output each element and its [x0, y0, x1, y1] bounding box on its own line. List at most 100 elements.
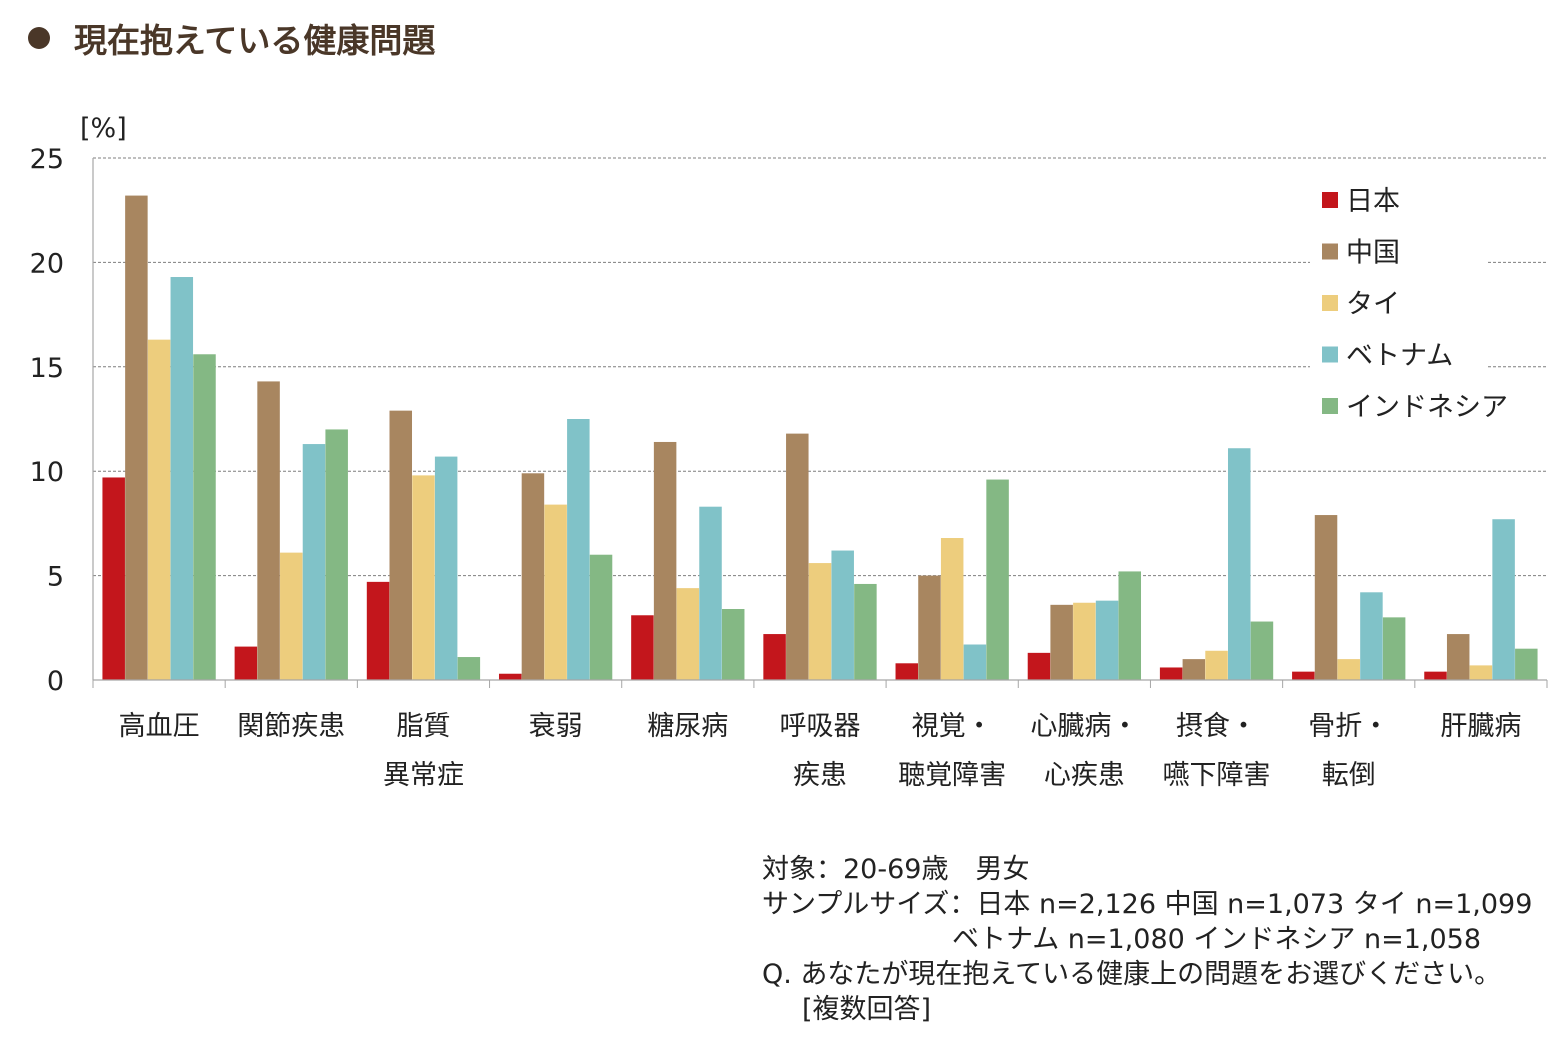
- x-tick-label: 衰弱: [529, 711, 583, 742]
- x-tick-label: 高血圧: [119, 711, 200, 742]
- bar: [763, 634, 786, 680]
- x-tick-label: 糖尿病: [647, 711, 728, 742]
- x-tick-label: 脂質: [396, 711, 450, 742]
- note-target: 対象：20-69歳 男女: [762, 854, 1030, 885]
- bar: [986, 479, 1009, 680]
- bar: [1118, 571, 1142, 680]
- x-tick-label: 疾患: [793, 760, 847, 791]
- survey-notes: 対象：20-69歳 男女 サンプルサイズ：日本 n=2,126 中国 n=1,0…: [762, 852, 1532, 1027]
- bar: [434, 456, 458, 680]
- bar: [895, 663, 919, 680]
- bar: [1095, 600, 1119, 680]
- bar: [567, 419, 590, 680]
- bar: [699, 506, 722, 680]
- x-tick-label: 聴覚障害: [898, 760, 1006, 791]
- legend-label: インドネシア: [1346, 392, 1508, 423]
- bar: [325, 429, 348, 680]
- legend-swatch: [1322, 243, 1338, 260]
- bar: [412, 475, 435, 680]
- note-sample-line1: サンプルサイズ：日本 n=2,126 中国 n=1,073 タイ n=1,099: [762, 889, 1533, 920]
- bar: [302, 444, 326, 680]
- bar: [102, 477, 125, 680]
- bar: [1205, 650, 1228, 680]
- x-tick-label: 肝臓病: [1440, 711, 1521, 742]
- bar: [389, 410, 413, 680]
- bar: [1027, 652, 1051, 680]
- bar: [854, 583, 877, 680]
- x-tick-label: 視覚・: [912, 711, 993, 742]
- bar: [1469, 665, 1493, 680]
- x-tick-label: 呼吸器: [780, 711, 861, 742]
- bar: [1446, 634, 1470, 680]
- x-tick-label: 心臓病・: [1030, 711, 1138, 742]
- bar: [918, 575, 941, 680]
- bar: [1492, 519, 1515, 680]
- y-axis-ticks: 0 5 10 15 20 25: [30, 144, 64, 697]
- x-tick-label: 関節疾患: [237, 711, 345, 742]
- bar: [1314, 515, 1338, 680]
- y-tick-label: 15: [30, 353, 64, 384]
- bar: [1250, 621, 1274, 680]
- bars: [102, 195, 1538, 681]
- bar: [721, 609, 745, 680]
- bar: [457, 657, 481, 680]
- bar: [963, 644, 987, 680]
- bar: [653, 441, 677, 680]
- bar: [498, 673, 522, 680]
- bar: [940, 538, 964, 680]
- legend-label: タイ: [1346, 289, 1400, 320]
- bar: [786, 433, 809, 680]
- legend-swatch: [1322, 398, 1338, 414]
- note-question-note: [複数回答]: [802, 994, 932, 1025]
- bar: [521, 473, 545, 680]
- bar: [1073, 602, 1096, 680]
- bar: [1515, 648, 1538, 680]
- bar: [1424, 671, 1447, 680]
- legend-swatch: [1322, 295, 1338, 311]
- bar: [831, 550, 854, 680]
- y-tick-label: 5: [47, 562, 64, 593]
- x-tick-label: 骨折・: [1308, 711, 1389, 742]
- x-tick-label: 摂食・: [1176, 711, 1257, 742]
- bar: [125, 195, 148, 681]
- chart-title-block: 現在抱えている健康問題: [28, 14, 435, 62]
- bar: [631, 615, 654, 680]
- axes: [92, 158, 1548, 688]
- bar: [147, 339, 171, 680]
- bar: [1382, 617, 1406, 680]
- title-bullet-icon: [28, 27, 50, 49]
- legend-swatch: [1322, 192, 1338, 208]
- bar: [676, 588, 700, 680]
- bar: [366, 581, 390, 680]
- y-tick-label: 20: [30, 248, 64, 279]
- bar: [544, 504, 567, 680]
- x-tick-label: 嚥下障害: [1163, 760, 1271, 791]
- legend-label: 日本: [1346, 186, 1400, 217]
- y-tick-label: 25: [30, 144, 64, 175]
- y-axis-label: [%]: [80, 113, 127, 144]
- bar: [1292, 671, 1315, 680]
- chart-title: 現在抱えている健康問題: [74, 21, 436, 60]
- bar: [1227, 448, 1251, 680]
- bar: [170, 277, 194, 680]
- bar: [1360, 592, 1383, 680]
- bar: [280, 552, 303, 680]
- legend-label: 中国: [1346, 238, 1400, 269]
- bar: [808, 563, 832, 680]
- bar: [1050, 604, 1073, 680]
- legend-swatch: [1322, 346, 1338, 363]
- bar: [234, 646, 258, 680]
- y-tick-label: 10: [30, 457, 64, 488]
- bar: [1182, 659, 1206, 680]
- bar: [193, 354, 216, 680]
- bar: [1337, 659, 1360, 680]
- x-tick-label: 転倒: [1322, 760, 1376, 791]
- note-sample-line2: ベトナム n=1,080 インドネシア n=1,058: [952, 924, 1481, 955]
- note-question: Q. あなたが現在抱えている健康上の問題をお選びください。: [762, 959, 1502, 990]
- bar: [589, 554, 613, 680]
- x-tick-label: 異常症: [383, 760, 464, 791]
- legend-label: ベトナム: [1346, 341, 1453, 372]
- legend-background: [1310, 180, 1488, 430]
